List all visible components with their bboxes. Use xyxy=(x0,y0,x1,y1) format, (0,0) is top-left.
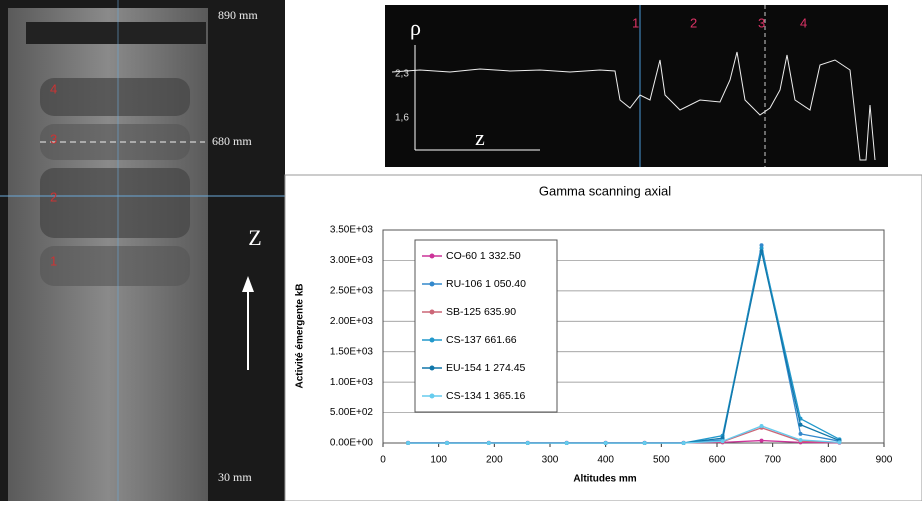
label: 680 mm xyxy=(212,134,252,148)
x-tick-label: 100 xyxy=(430,455,447,466)
point xyxy=(486,441,491,445)
y-tick-label: 2.00E+03 xyxy=(330,316,374,327)
profile-bg xyxy=(385,5,888,167)
legend-marker xyxy=(429,281,435,287)
cap xyxy=(26,22,206,44)
point xyxy=(759,423,764,428)
legend-label: RU-106 1 050.40 xyxy=(446,278,526,290)
y-tick-label: 5.00E+02 xyxy=(330,407,374,418)
x-tick-label: 200 xyxy=(486,455,503,466)
marker: 2 xyxy=(690,15,697,30)
profile-trace xyxy=(391,51,876,161)
axis-label: ρ xyxy=(410,15,421,40)
layer xyxy=(40,78,190,116)
point xyxy=(798,422,803,427)
x-tick-label: 700 xyxy=(764,455,781,466)
legend-marker xyxy=(429,365,435,371)
point xyxy=(603,441,608,445)
density-profile: ρ z 2,3 1,6 1 2 3 4 xyxy=(385,5,888,167)
radiograph: 890 mm 680 mm Z 30 mm 4 3 2 1 xyxy=(0,0,285,501)
y-tick-label: 3.50E+03 xyxy=(330,225,374,236)
point xyxy=(406,441,411,445)
layer xyxy=(40,246,190,286)
x-tick-label: 0 xyxy=(380,455,386,466)
marker: 1 xyxy=(50,253,57,268)
legend-label: CO-60 1 332.50 xyxy=(446,250,521,262)
level-label: 1,6 xyxy=(395,113,409,124)
x-tick-label: 400 xyxy=(597,455,614,466)
point xyxy=(445,441,450,445)
chart-bg xyxy=(284,174,922,502)
point xyxy=(759,246,764,251)
point xyxy=(720,436,725,441)
x-tick-label: 600 xyxy=(709,455,726,466)
chart-title: Gamma scanning axial xyxy=(539,183,671,198)
label: 30 mm xyxy=(218,470,252,484)
marker: 4 xyxy=(50,81,57,96)
legend-marker xyxy=(429,253,435,259)
gamma-chart: Gamma scanning axial Altitudes mm Activi… xyxy=(284,174,922,502)
series-line xyxy=(408,425,840,444)
marker: 3 xyxy=(758,15,765,30)
layer xyxy=(40,168,190,238)
legend-label: CS-137 661.66 xyxy=(446,334,517,346)
legend-marker xyxy=(429,393,435,399)
axis-label: Z xyxy=(248,225,261,250)
legend-marker xyxy=(429,337,435,343)
point xyxy=(798,431,803,436)
marker: 2 xyxy=(50,189,57,204)
y-tick-label: 1.00E+03 xyxy=(330,377,374,388)
point xyxy=(720,439,725,444)
legend-label: EU-154 1 274.45 xyxy=(446,362,526,374)
level-label: 2,3 xyxy=(395,69,409,80)
x-tick-label: 300 xyxy=(542,455,559,466)
y-tick-label: 2.50E+03 xyxy=(330,285,374,296)
point xyxy=(798,437,803,442)
legend-label: CS-134 1 365.16 xyxy=(446,390,526,402)
point xyxy=(759,249,764,254)
point xyxy=(759,438,764,443)
x-tick-label: 900 xyxy=(876,455,893,466)
y-axis-label: Activité émergente kB xyxy=(295,283,306,388)
y-tick-label: 3.00E+03 xyxy=(330,255,374,266)
point xyxy=(525,441,530,445)
arrow-head xyxy=(242,276,254,292)
point xyxy=(837,440,842,445)
point xyxy=(642,441,647,445)
marker: 3 xyxy=(50,131,57,146)
marker: 4 xyxy=(800,15,807,30)
x-tick-label: 800 xyxy=(820,455,837,466)
point xyxy=(759,243,764,248)
point xyxy=(681,441,686,445)
marker: 1 xyxy=(632,15,639,30)
y-tick-label: 0.00E+00 xyxy=(330,438,374,449)
label: 890 mm xyxy=(218,8,258,22)
legend-marker xyxy=(429,309,435,315)
x-axis-label: Altitudes mm xyxy=(573,474,636,485)
legend-label: SB-125 635.90 xyxy=(446,306,516,318)
point xyxy=(564,441,569,445)
axis-label: z xyxy=(475,125,485,150)
x-tick-label: 500 xyxy=(653,455,670,466)
y-tick-label: 1.50E+03 xyxy=(330,346,374,357)
legend xyxy=(414,239,558,413)
